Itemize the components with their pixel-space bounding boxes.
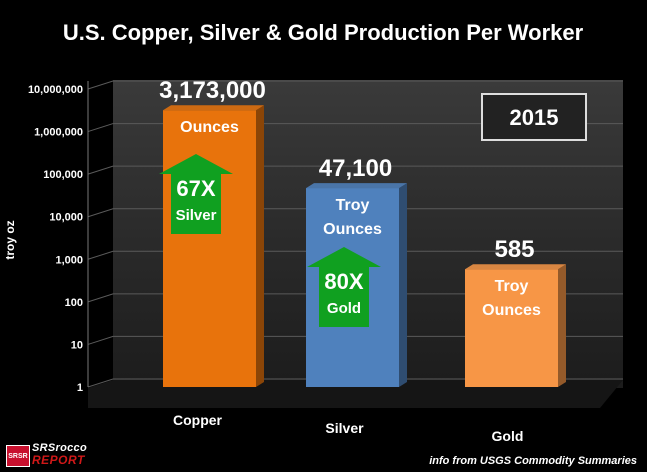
unit-label: Ounces [180,119,239,136]
bar-top [163,105,264,111]
logo-line1: SRSrocco [32,442,87,454]
grid-line [87,123,623,133]
y-axis-label: troy oz [3,220,17,259]
unit-label: Ounces [323,221,382,238]
bar-copper [163,110,256,387]
grid-line [87,208,623,218]
value-label: 3,173,000 [159,77,266,104]
y-tick-label: 1 [77,382,83,394]
multiplier-arrow [307,247,381,327]
multiplier-value: 67X [176,176,215,201]
unit-label: Troy [495,278,529,295]
category-label: Gold [492,428,524,444]
logo-line2: REPORT [32,453,85,467]
bar-top [465,264,566,270]
category-label: Silver [325,420,364,436]
y-tick-label: 10 [71,339,83,351]
y-tick-label: 100,000 [43,169,83,181]
logo-mark: SRSR [6,445,30,467]
source-note: info from USGS Commodity Summaries [429,455,637,467]
grid-line [87,250,623,260]
value-label: 47,100 [319,155,392,182]
grid-line [87,80,623,90]
grid-line [87,335,623,345]
grid-line [87,165,623,175]
bar-side [256,105,264,387]
value-label: 585 [494,236,534,263]
grid-line [87,293,623,303]
chart-title: U.S. Copper, Silver & Gold Production Pe… [63,20,584,45]
bar-side [399,183,407,387]
grid-line [87,378,623,388]
y-tick-label: 1,000 [55,254,83,266]
multiplier-arrow [159,154,233,234]
year-badge [481,93,587,141]
multiplier-value: 80X [324,269,363,294]
y-tick-label: 10,000 [49,212,83,224]
multiplier-metal: Gold [327,300,361,317]
unit-label: Troy [336,197,370,214]
y-tick-label: 100 [65,297,83,309]
y-tick-label: 1,000,000 [34,127,83,139]
bar-side [558,264,566,387]
srsrocco-logo: SRSR SRSrocco REPORT [6,442,116,468]
y-tick-label: 10,000,000 [28,84,83,96]
year-badge-text: 2015 [510,105,559,130]
bar-gold [465,269,558,387]
category-label: Copper [173,412,223,428]
unit-label: Ounces [482,302,541,319]
multiplier-metal: Silver [176,207,217,224]
bar-top [306,183,407,189]
